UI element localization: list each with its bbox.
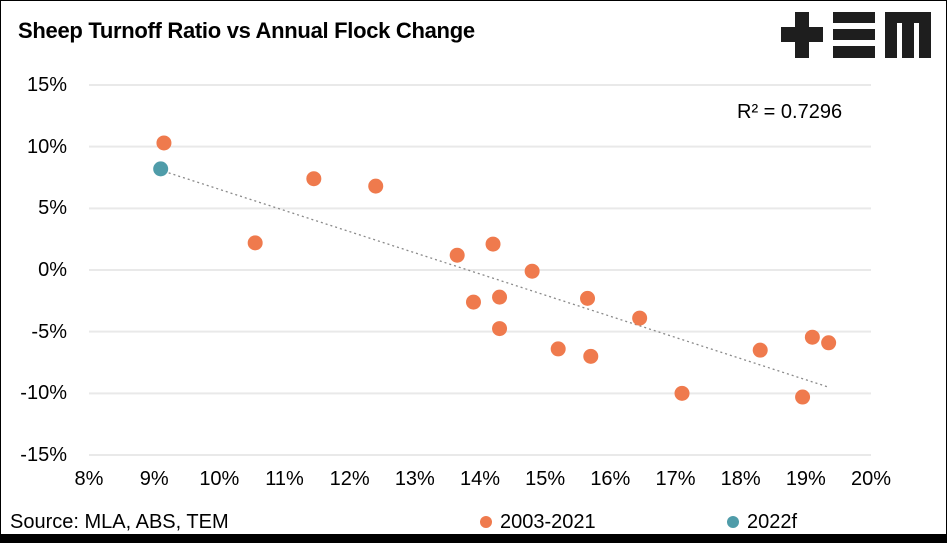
tem-logo xyxy=(781,12,931,58)
data-point-2003-2021 xyxy=(247,235,263,251)
legend-dot-teal xyxy=(727,516,739,528)
x-tick-label: 17% xyxy=(655,468,696,490)
x-tick-label: 15% xyxy=(525,468,566,490)
x-tick-label: 14% xyxy=(459,468,501,490)
x-tick-label: 16% xyxy=(590,468,631,490)
data-point-2003-2021 xyxy=(524,263,540,279)
data-point-2003-2021 xyxy=(156,135,172,151)
footer-bar xyxy=(1,534,946,542)
data-point-2003-2021 xyxy=(449,247,465,263)
data-point-2003-2021 xyxy=(492,321,508,337)
data-point-2003-2021 xyxy=(821,335,837,351)
legend-label-2003-2021: 2003-2021 xyxy=(500,511,596,533)
legend-item-2022f: 2022f xyxy=(727,510,797,534)
data-point-2003-2021 xyxy=(580,290,596,306)
data-point-2003-2021 xyxy=(550,341,566,357)
data-point-2003-2021 xyxy=(752,342,768,358)
x-tick-label: 13% xyxy=(394,468,435,490)
y-tick-label: -10% xyxy=(20,382,67,405)
data-point-2003-2021 xyxy=(465,294,481,310)
legend-item-2003-2021: 2003-2021 xyxy=(480,510,596,534)
trendline xyxy=(163,170,829,388)
data-point-2003-2021 xyxy=(583,348,599,364)
x-tick-label: 8% xyxy=(74,468,104,490)
source-note: Source: MLA, ABS, TEM xyxy=(10,511,229,533)
y-tick-label: 10% xyxy=(26,135,67,158)
legend-label-2022f: 2022f xyxy=(747,511,798,533)
data-point-2003-2021 xyxy=(674,385,690,401)
tem-logo-glyphs xyxy=(781,12,931,58)
r-squared-label: R² = 0.7296 xyxy=(737,101,843,123)
data-point-2003-2021 xyxy=(306,171,322,187)
x-tick-label: 9% xyxy=(139,468,169,490)
data-point-2003-2021 xyxy=(492,289,508,305)
x-tick-label: 12% xyxy=(329,468,370,490)
x-tick-label: 11% xyxy=(265,468,304,490)
y-tick-label: -5% xyxy=(31,320,67,343)
data-point-2003-2021 xyxy=(485,236,501,252)
data-point-2003-2021 xyxy=(795,389,811,405)
x-tick-label: 19% xyxy=(785,468,826,490)
x-tick-label: 20% xyxy=(850,468,892,490)
x-tick-label: 18% xyxy=(720,468,761,490)
data-point-2003-2021 xyxy=(368,178,384,194)
x-tick-label: 10% xyxy=(199,468,240,490)
data-point-2003-2021 xyxy=(632,310,648,326)
y-tick-label: 15% xyxy=(26,74,67,96)
legend-dot-orange xyxy=(480,516,492,528)
data-point-2022f xyxy=(153,161,169,177)
y-tick-label: -15% xyxy=(20,444,67,466)
data-point-2003-2021 xyxy=(804,329,820,345)
chart-title: Sheep Turnoff Ratio vs Annual Flock Chan… xyxy=(18,18,475,43)
y-tick-label: 0% xyxy=(38,259,67,281)
y-tick-label: 5% xyxy=(38,197,67,220)
